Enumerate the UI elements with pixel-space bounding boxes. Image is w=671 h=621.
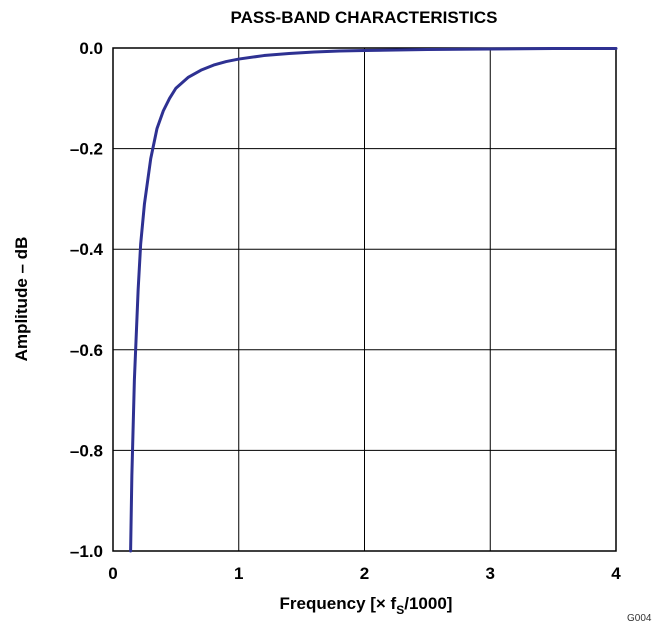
x-axis-label-subscript: S [396,603,404,617]
y-tick-label: –0.4 [70,240,104,259]
x-tick-label: 0 [108,564,117,583]
x-tick-label: 3 [486,564,495,583]
y-axis-label: Amplitude – dB [12,237,31,362]
x-tick-labels: 0 1 2 3 4 [108,564,621,583]
x-tick-label: 2 [360,564,369,583]
series-line [129,47,618,553]
chart-title: PASS-BAND CHARACTERISTICS [231,8,498,27]
figure-code: G004 [627,613,652,621]
x-axis-label-main: Frequency [× f [280,594,397,613]
y-tick-label: –1.0 [70,542,103,561]
plot-frame [112,47,617,552]
y-tick-label: –0.8 [70,441,103,460]
x-tick-label: 4 [611,564,621,583]
x-axis-label-tail: /1000] [404,594,452,613]
y-tick-labels: 0.0 –0.2 –0.4 –0.6 –0.8 –1.0 [70,39,104,561]
grid [113,48,616,551]
y-tick-label: –0.6 [70,341,103,360]
y-tick-label: –0.2 [70,140,103,159]
y-tick-label: 0.0 [79,39,103,58]
x-tick-label: 1 [234,564,243,583]
x-axis-label: Frequency [× fS/1000] [280,594,453,617]
